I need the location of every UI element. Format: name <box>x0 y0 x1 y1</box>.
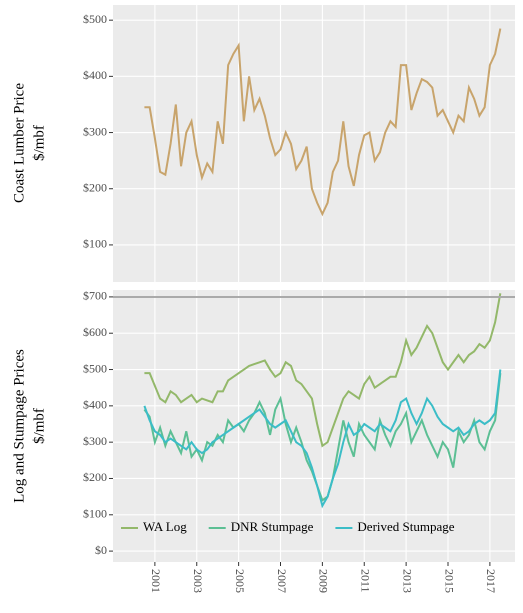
x-tick-label: 2015 <box>442 569 456 593</box>
legend-label: WA Log <box>143 519 187 534</box>
y-tick-label: $100 <box>83 507 107 521</box>
x-tick-label: 2017 <box>484 569 498 593</box>
y-axis-title: Log and Stumpage Prices <box>11 349 27 503</box>
x-tick-label: 2001 <box>149 569 163 593</box>
legend-label: Derived Stumpage <box>357 519 454 534</box>
y-axis-title: Coast Lumber Price <box>11 83 27 203</box>
y-tick-label: $700 <box>83 289 107 303</box>
y-tick-label: $200 <box>83 180 107 194</box>
y-tick-label: $300 <box>83 434 107 448</box>
series-line <box>143 373 502 502</box>
y-tick-label: $100 <box>83 237 107 251</box>
legend-label: DNR Stumpage <box>231 519 314 534</box>
x-tick-label: 2005 <box>233 569 247 593</box>
x-tick-label: 2011 <box>359 569 373 593</box>
y-tick-label: $500 <box>83 12 107 26</box>
y-tick-label: $300 <box>83 124 107 138</box>
series-line <box>143 369 502 509</box>
series-line <box>144 28 502 217</box>
y-axis-title: $/mbf <box>31 408 47 444</box>
y-tick-label: $600 <box>83 325 107 339</box>
y-tick-label: $200 <box>83 470 107 484</box>
y-tick-label: $400 <box>83 68 107 82</box>
panel-top <box>113 5 515 282</box>
series-line <box>144 293 502 448</box>
x-tick-label: 2009 <box>317 569 331 593</box>
x-tick-label: 2013 <box>400 569 414 593</box>
x-tick-label: 2003 <box>191 569 205 593</box>
y-tick-label: $0 <box>95 543 107 557</box>
y-tick-label: $500 <box>83 361 107 375</box>
y-tick-label: $400 <box>83 398 107 412</box>
x-tick-label: 2007 <box>275 569 289 593</box>
y-axis-title: $/mbf <box>31 125 47 161</box>
